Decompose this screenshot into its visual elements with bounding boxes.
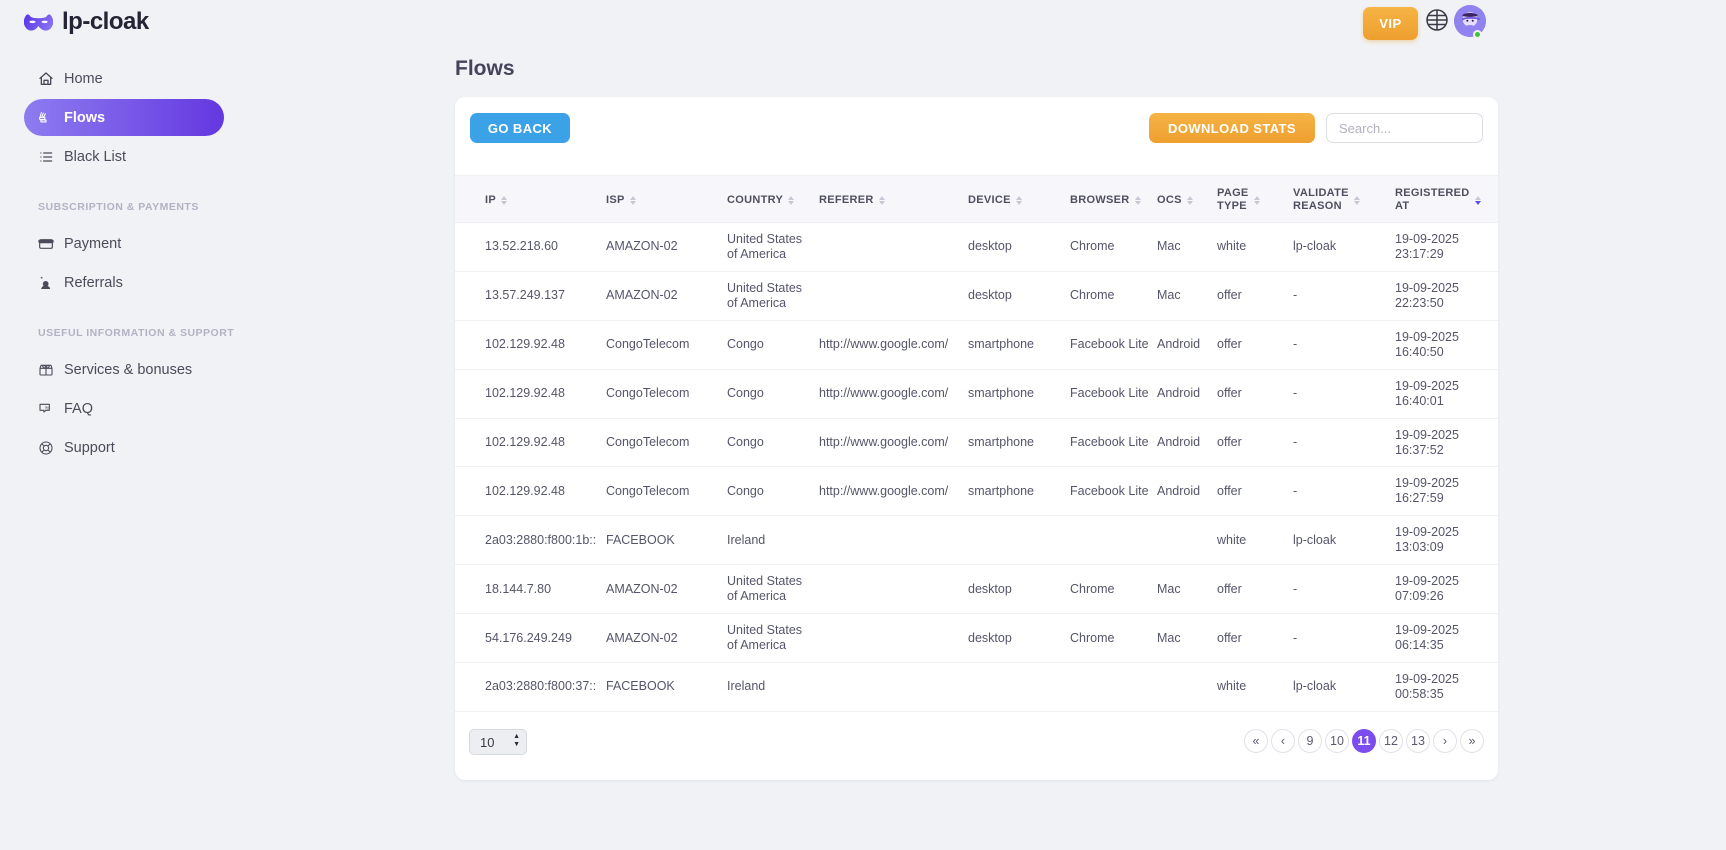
- svg-text:?!: ?!: [45, 405, 50, 410]
